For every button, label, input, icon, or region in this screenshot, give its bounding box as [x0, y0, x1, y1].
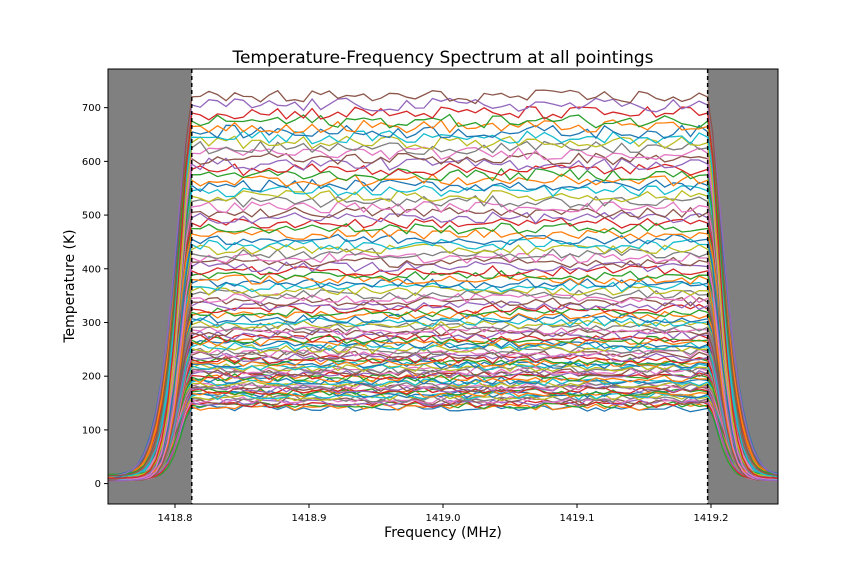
series-line-56 — [108, 292, 778, 478]
series-line-28 — [108, 363, 778, 477]
y-tick-label: 700 — [82, 103, 101, 114]
series-line-4 — [108, 398, 778, 479]
series-line-22 — [108, 372, 778, 476]
y-tick-label: 300 — [82, 318, 101, 329]
series-line-6 — [108, 395, 778, 481]
series-line-66 — [108, 252, 778, 481]
x-tick-label: 1418.8 — [158, 513, 193, 524]
series-line-25 — [108, 368, 778, 480]
y-tick-label: 200 — [82, 372, 101, 383]
y-tick-label: 600 — [82, 157, 101, 168]
series-line-87 — [108, 140, 778, 480]
y-tick-label: 400 — [82, 264, 101, 275]
series-line-84 — [108, 157, 778, 482]
series-line-95 — [108, 89, 778, 477]
series-line-62 — [108, 269, 778, 477]
series-line-38 — [108, 344, 778, 479]
series-line-70 — [108, 233, 778, 480]
plot-area — [108, 69, 778, 504]
series-line-15 — [108, 383, 778, 481]
series-line-35 — [108, 350, 778, 480]
series-line-60 — [108, 277, 778, 480]
series-line-76 — [108, 200, 778, 480]
series-line-89 — [108, 130, 778, 477]
series-line-11 — [108, 389, 778, 481]
series-line-86 — [108, 146, 778, 480]
series-line-40 — [108, 339, 778, 477]
series-line-55 — [108, 296, 778, 482]
series-line-0 — [108, 404, 778, 478]
y-tick-label: 100 — [82, 425, 101, 436]
series-line-81 — [108, 173, 778, 479]
series-line-50 — [108, 313, 778, 476]
series-line-31 — [108, 358, 778, 479]
series-line-18 — [108, 379, 778, 477]
series-line-27 — [108, 364, 778, 481]
y-tick-label: 0 — [95, 479, 101, 490]
series-line-29 — [108, 361, 778, 479]
series-line-71 — [108, 228, 778, 477]
series-line-3 — [108, 400, 778, 477]
series-line-92 — [108, 113, 778, 476]
series-line-85 — [108, 152, 778, 481]
series-line-67 — [108, 247, 778, 479]
series-line-2 — [108, 401, 778, 480]
x-tick-label: 1419.1 — [560, 513, 595, 524]
series-line-61 — [108, 274, 778, 478]
series-line-64 — [108, 260, 778, 478]
series-line-42 — [108, 335, 778, 476]
series-line-78 — [108, 189, 778, 481]
series-line-5 — [108, 397, 778, 479]
series-line-45 — [108, 327, 778, 476]
series-line-82 — [108, 167, 778, 476]
series-line-8 — [108, 392, 778, 482]
series-line-12 — [108, 387, 778, 476]
series-line-52 — [108, 307, 778, 479]
series-line-88 — [108, 135, 778, 477]
y-tick-label: 500 — [82, 211, 101, 222]
series-line-68 — [108, 243, 778, 478]
series-line-58 — [108, 285, 778, 478]
x-tick-label: 1419.2 — [694, 513, 729, 524]
series-line-94 — [108, 97, 778, 477]
series-line-47 — [108, 322, 778, 482]
series-line-77 — [108, 194, 778, 477]
series-line-93 — [108, 105, 778, 479]
series-line-72 — [108, 222, 778, 481]
series-line-34 — [108, 352, 778, 482]
y-axis-label: Temperature (K) — [62, 229, 78, 343]
series-line-30 — [108, 359, 778, 477]
series-line-65 — [108, 256, 778, 482]
series-line-91 — [108, 119, 778, 477]
series-line-54 — [108, 300, 778, 478]
x-tick-label: 1419.0 — [426, 513, 461, 524]
series-line-23 — [108, 371, 778, 477]
chart-title: Temperature-Frequency Spectrum at all po… — [231, 48, 653, 68]
series-line-63 — [108, 265, 778, 481]
series-line-36 — [108, 348, 778, 478]
series-line-44 — [108, 330, 778, 479]
axes: 1418.8 1418.9 1419.0 1419.1 1419.2 0 100 200 300… — [82, 68, 779, 524]
series-line-53 — [108, 303, 778, 476]
series-line-13 — [108, 386, 778, 480]
series-line-1 — [108, 402, 778, 481]
series-line-24 — [108, 369, 778, 479]
x-tick-label: 1418.9 — [292, 513, 327, 524]
x-axis-label: Frequency (MHz) — [384, 525, 502, 541]
series-line-75 — [108, 206, 778, 476]
series-line-57 — [108, 289, 778, 479]
